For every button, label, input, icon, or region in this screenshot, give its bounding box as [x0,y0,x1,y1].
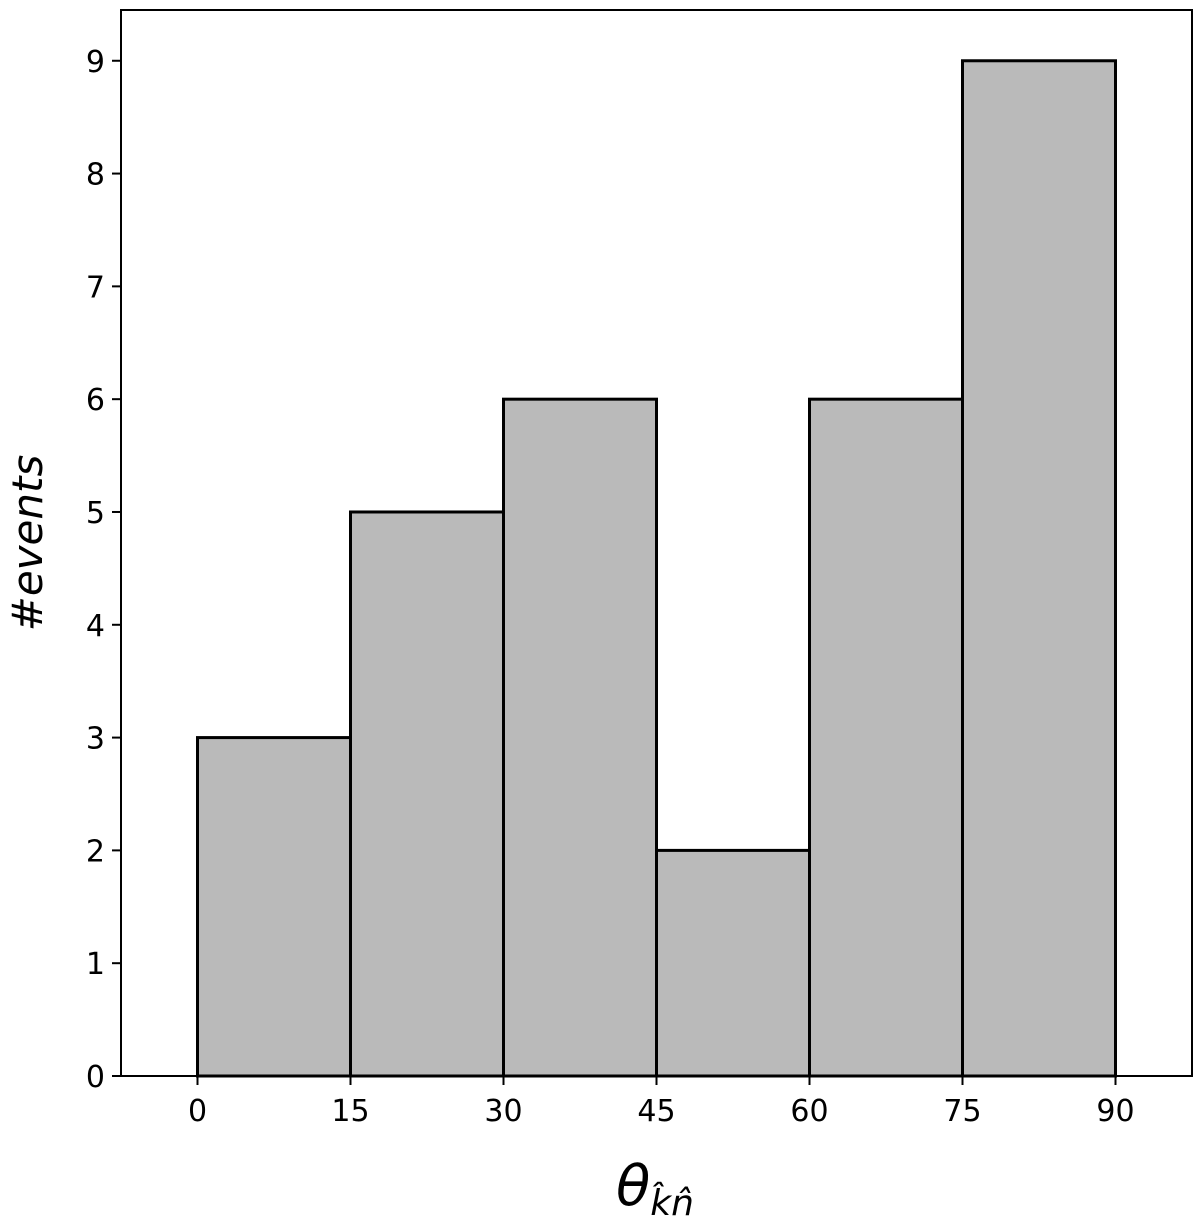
y-tick-label: 6 [86,383,105,418]
y-tick-label: 2 [86,834,105,869]
x-tick-label: 75 [943,1094,981,1129]
x-axis-label-subscript: k̂n̂ [650,1181,694,1224]
x-tick-label: 30 [484,1094,522,1129]
y-tick-label: 0 [86,1060,105,1095]
bar-0-15 [196,736,352,1078]
x-axis-label-symbol: θ [616,1154,650,1219]
bars-group [196,59,1117,1078]
y-tick-label: 7 [86,270,105,305]
x-tick-label: 45 [637,1094,675,1129]
bar-30-45 [502,397,658,1078]
bar-75-90 [961,59,1117,1078]
x-tick-label: 15 [331,1094,369,1129]
bar-15-30 [349,510,505,1078]
y-tick-label: 8 [86,158,105,193]
bar-45-60 [655,848,811,1078]
y-axis-ticks: 0 1 2 3 4 5 6 7 8 9 [86,45,121,1095]
y-tick-label: 1 [86,947,105,982]
y-tick-label: 9 [86,45,105,80]
plot-frame [120,9,1193,1077]
y-tick-label: 4 [86,609,105,644]
x-tick-label: 60 [790,1094,828,1129]
x-axis-label: θk̂n̂ [616,1154,694,1224]
x-tick-label: 0 [188,1094,207,1129]
x-tick-label: 90 [1096,1094,1134,1129]
y-tick-label: 5 [86,496,105,531]
y-axis-label: #events [3,455,52,632]
y-tick-label: 3 [86,722,105,757]
bar-60-75 [808,397,964,1078]
x-axis-ticks: 0 15 30 45 60 75 90 [188,1076,1135,1129]
